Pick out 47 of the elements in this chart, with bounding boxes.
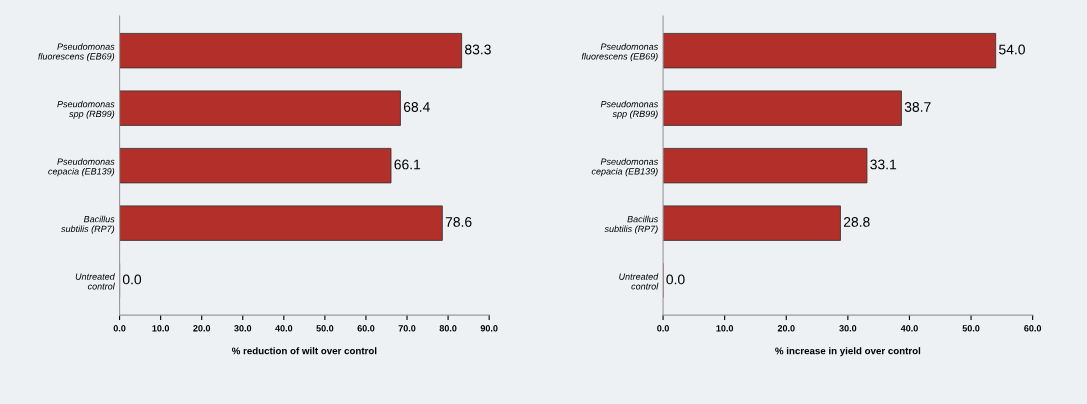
data-label: 33.1 bbox=[870, 159, 897, 170]
x-tick-label: 90.0 bbox=[480, 325, 498, 332]
data-label: 28.8 bbox=[843, 217, 870, 227]
x-tick-label: 40.0 bbox=[900, 325, 918, 332]
data-label: 68.4 bbox=[403, 102, 430, 112]
data-label: 66.1 bbox=[394, 159, 421, 170]
x-axis-title: % increase in yield over control bbox=[775, 347, 921, 357]
bar bbox=[119, 147, 392, 184]
bar bbox=[119, 90, 401, 126]
x-axis-title: % reduction of wilt over control bbox=[231, 347, 377, 355]
x-tick-label: 20.0 bbox=[193, 325, 211, 332]
y-tick-label: Pseudomonas spp (RB99) bbox=[57, 100, 115, 119]
x-tick-label: 60.0 bbox=[1024, 325, 1042, 332]
x-tick-label: 50.0 bbox=[962, 325, 980, 332]
y-tick-label: Untreated control bbox=[75, 273, 115, 290]
x-tick-label: 20.0 bbox=[777, 325, 795, 332]
y-tick-label: Pseudomonas spp (RB99) bbox=[600, 100, 659, 119]
bar bbox=[119, 205, 443, 241]
x-tick-label: 0.0 bbox=[113, 325, 126, 332]
x-tick-label: 10.0 bbox=[716, 325, 734, 332]
bar bbox=[663, 32, 997, 69]
x-tick-label: 60.0 bbox=[357, 325, 375, 332]
data-label: 83.3 bbox=[465, 44, 491, 55]
data-label: 78.6 bbox=[445, 217, 472, 227]
data-label: 38.7 bbox=[904, 102, 931, 112]
x-tick-label: 40.0 bbox=[275, 325, 293, 332]
y-tick-label: Untreated control bbox=[619, 273, 659, 290]
data-label: 0.0 bbox=[122, 274, 142, 285]
data-label: 54.0 bbox=[999, 44, 1025, 55]
x-tick-label: 30.0 bbox=[234, 325, 252, 332]
y-tick-label: Pseudomonas fluorescens (EB69) bbox=[38, 43, 115, 62]
x-tick-label: 80.0 bbox=[439, 325, 457, 332]
bar bbox=[663, 90, 902, 126]
y-tick-label: Bacillus subtilis (RP7) bbox=[61, 215, 115, 234]
y-tick-label: Pseudomonas fluorescens (EB69) bbox=[581, 43, 659, 62]
x-tick-label: 70.0 bbox=[398, 325, 416, 332]
y-tick-label: Bacillus subtilis (RP7) bbox=[604, 215, 659, 234]
y-tick-label: Pseudomonas cepacia (EB139) bbox=[591, 158, 659, 177]
data-label: 0.0 bbox=[666, 274, 685, 285]
x-tick-label: 10.0 bbox=[152, 325, 170, 332]
bar bbox=[663, 147, 868, 184]
x-tick-label: 50.0 bbox=[316, 325, 334, 332]
bar bbox=[663, 205, 841, 241]
x-tick-label: 30.0 bbox=[839, 325, 857, 332]
y-tick-label: Pseudomonas cepacia (EB139) bbox=[48, 158, 115, 177]
bar bbox=[119, 32, 463, 69]
x-tick-label: 0.0 bbox=[657, 325, 669, 332]
